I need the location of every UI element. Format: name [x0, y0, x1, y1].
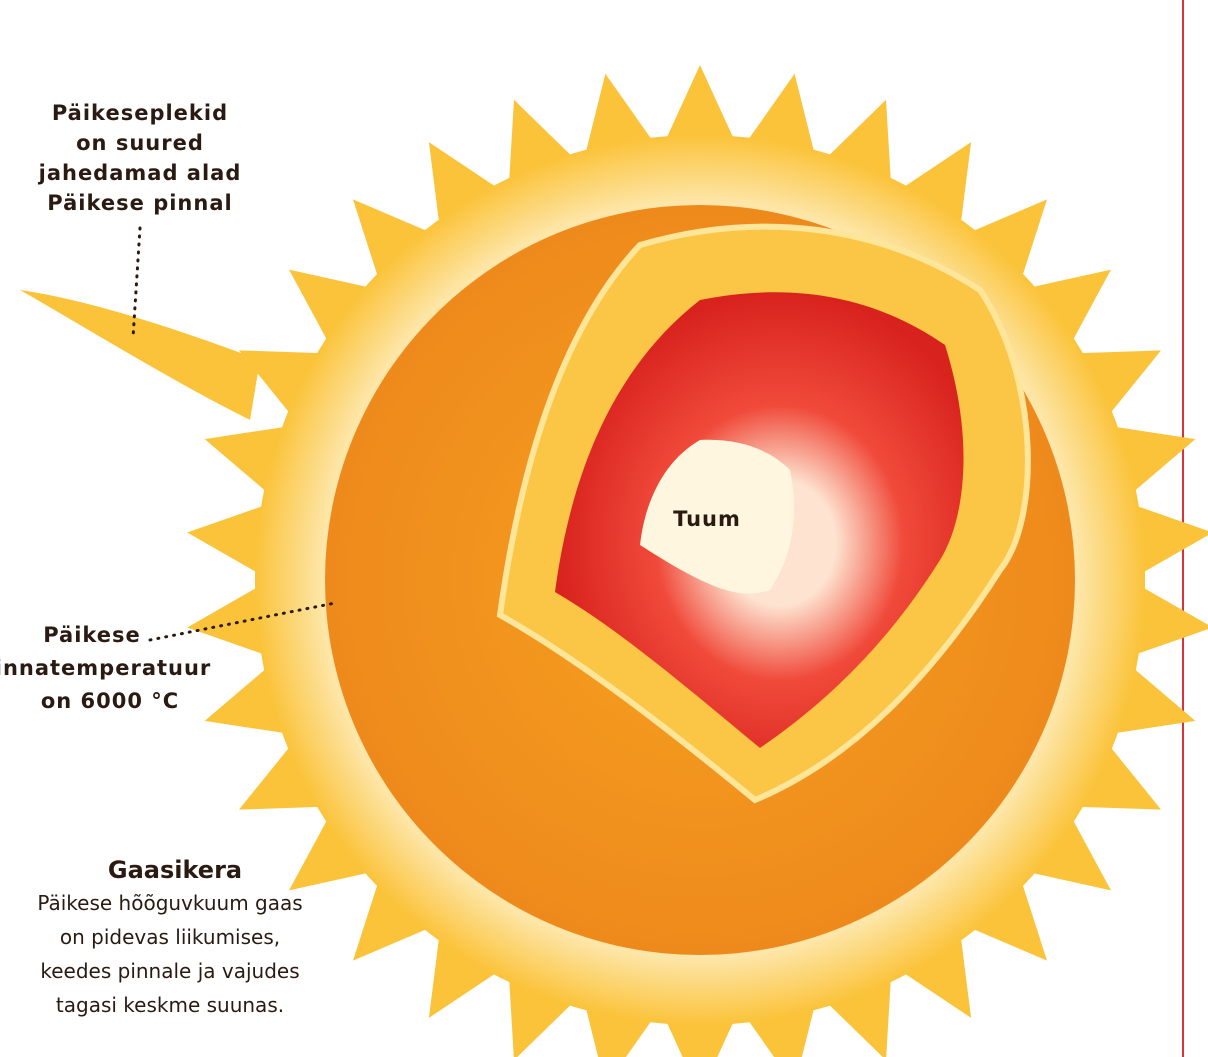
sunspot-label: on suured [76, 131, 204, 155]
info-text: Päikese hõõguvkuum gaas [37, 891, 302, 915]
info-text: keedes pinnale ja vajudes [40, 959, 299, 983]
surface-label: on 6000 °C [41, 689, 179, 713]
info-title: Gaasikera [108, 856, 242, 884]
info-text: on pidevas liikumises, [60, 925, 280, 949]
sunspot-label: jahedamad alad [38, 161, 242, 185]
info-text: tagasi keskme suunas. [56, 993, 284, 1017]
surface-label: Päikese [43, 623, 141, 647]
sunspot-label: Päikese pinnal [47, 191, 232, 215]
surface-label: pinnatemperatuur [0, 656, 211, 680]
page: {"labels": { "sunspots": ["Päikeseplekid… [0, 0, 1208, 1057]
flare [20, 290, 260, 420]
illustration: Päikeseplekid on suured jahedamad alad P… [0, 0, 1208, 1057]
core-label: Tuum [673, 507, 741, 531]
sunspot-label: Päikeseplekid [52, 101, 228, 125]
